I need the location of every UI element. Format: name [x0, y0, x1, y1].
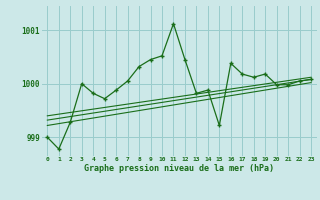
X-axis label: Graphe pression niveau de la mer (hPa): Graphe pression niveau de la mer (hPa) — [84, 164, 274, 173]
